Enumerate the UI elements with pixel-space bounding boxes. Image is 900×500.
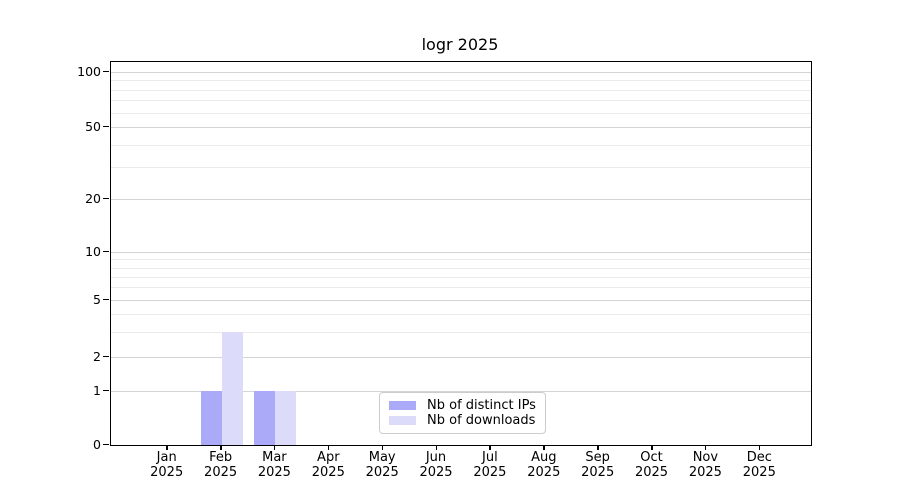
x-tick-year: 2025 [527,465,561,480]
x-tick-label-dec: Dec 2025 [729,450,789,480]
gridline-minor-y80 [111,89,811,91]
x-tick-label-nov: Nov 2025 [675,450,735,480]
x-tick-month: Jun [425,450,447,465]
x-tick-dec [758,445,761,450]
x-tick-year: 2025 [204,465,238,480]
x-tick-month: Sep [585,450,610,465]
gridline-minor-y30 [111,167,811,169]
x-tick-year: 2025 [419,465,453,480]
y-tick-100 [103,70,109,72]
x-tick-month: Dec [746,450,772,465]
x-tick-feb [220,445,222,450]
bar-distinct-ips-mar [254,391,276,445]
gridline-major-y20 [111,199,811,200]
x-tick-year: 2025 [150,465,184,480]
x-tick-year: 2025 [311,465,345,480]
gridline-minor-y3 [111,331,811,333]
legend-entry-downloads: Nb of downloads [389,413,536,428]
y-tick-0 [103,443,109,445]
y-tick-label-20: 20 [85,190,101,206]
y-tick-label-0: 0 [93,436,101,452]
y-tick-5 [103,298,109,300]
legend-swatch-distinct-ips [389,401,416,410]
legend-label-downloads: Nb of downloads [427,413,536,428]
bar-distinct-ips-feb [200,391,222,445]
x-tick-month: Mar [262,450,287,465]
x-tick-month: May [368,450,396,465]
x-tick-oct [651,445,653,450]
x-tick-jan [166,445,168,450]
chart-title: logr 2025 [421,35,499,54]
x-tick-year: 2025 [365,465,399,480]
y-tick-label-1: 1 [93,382,101,398]
x-tick-jun [435,445,437,450]
gridline-minor-y70 [111,100,811,102]
bar-downloads-feb [221,331,243,445]
x-tick-mar [273,445,276,450]
gridline-minor-y60 [111,112,811,114]
gridline-minor-y40 [111,144,811,146]
x-tick-month: Feb [209,450,233,465]
x-tick-label-sep: Sep 2025 [568,450,628,480]
x-tick-label-apr: Apr 2025 [298,450,358,480]
x-tick-year: 2025 [688,465,722,480]
x-tick-aug [543,445,545,450]
gridline-major-y5 [111,300,811,301]
x-tick-label-jul: Jul 2025 [460,450,520,480]
x-tick-year: 2025 [473,465,507,480]
x-tick-year: 2025 [257,465,291,480]
y-tick-label-100: 100 [77,63,101,79]
legend-swatch-downloads [389,416,416,425]
x-tick-apr [327,445,330,450]
x-tick-label-oct: Oct 2025 [622,450,682,480]
x-tick-sep [597,445,599,450]
y-tick-label-2: 2 [93,348,101,364]
y-tick-label-5: 5 [93,291,101,307]
x-tick-month: Aug [531,450,557,465]
plot-area: Nb of distinct IPs Nb of downloads [110,61,812,446]
bar-downloads-mar [275,391,297,445]
x-tick-label-may: May 2025 [352,450,412,480]
gridline-minor-y9 [111,259,811,261]
gridline-minor-y7 [111,276,811,278]
x-tick-month: Oct [640,450,663,465]
y-tick-label-50: 50 [85,118,101,134]
x-tick-month: Apr [317,450,340,465]
x-tick-label-aug: Aug 2025 [514,450,574,480]
x-tick-jul [489,445,491,450]
gridline-minor-y4 [111,313,811,315]
y-tick-label-10: 10 [85,243,101,259]
x-tick-year: 2025 [581,465,615,480]
legend-label-distinct-ips: Nb of distinct IPs [427,398,536,413]
y-tick-50 [103,125,109,127]
x-tick-month: Jul [482,450,498,465]
gridline-major-y2 [111,357,811,358]
gridline-major-y100 [111,72,811,73]
y-tick-1 [103,389,109,391]
gridline-minor-y8 [111,267,811,269]
gridline-major-y1 [111,391,811,392]
x-tick-nov [704,445,707,450]
gridline-major-y10 [111,252,811,253]
gridline-minor-y90 [111,80,811,82]
x-tick-month: Jan [156,450,177,465]
x-tick-label-mar: Mar 2025 [244,450,304,480]
legend-box: Nb of distinct IPs Nb of downloads [379,392,546,434]
legend-entry-distinct-ips: Nb of distinct IPs [389,398,536,413]
x-tick-may [381,445,384,450]
y-tick-20 [103,197,109,199]
x-tick-month: Nov [692,450,719,465]
y-tick-10 [103,250,109,252]
gridline-minor-y6 [111,287,811,289]
gridline-major-y50 [111,127,811,128]
x-tick-year: 2025 [742,465,776,480]
x-tick-year: 2025 [634,465,669,480]
x-tick-label-jun: Jun 2025 [406,450,466,480]
y-tick-2 [103,355,109,357]
x-tick-label-jan: Jan 2025 [137,450,197,480]
x-tick-label-feb: Feb 2025 [191,450,251,480]
